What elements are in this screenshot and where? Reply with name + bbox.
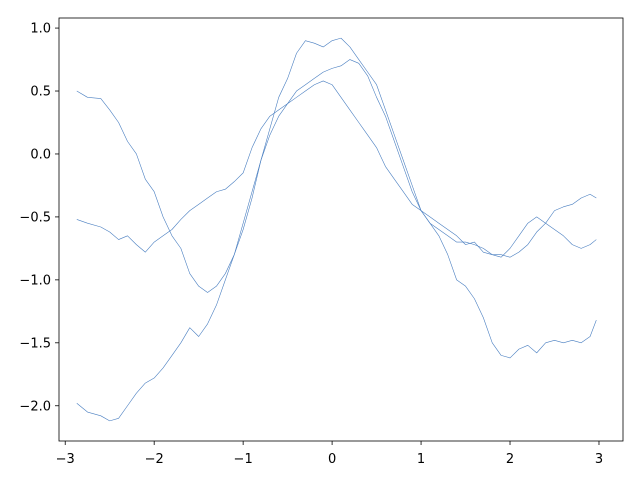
x-tick-label: −1 (234, 452, 253, 467)
x-axis: −3 −2 −1 0 1 2 3 (56, 441, 603, 467)
y-axis: −2.0 −1.5 −1.0 −0.5 0.0 0.5 1.0 (19, 22, 59, 414)
x-tick-label: 3 (595, 452, 603, 467)
x-tick-label: 0 (328, 452, 336, 467)
plot-area-frame (58, 17, 624, 442)
x-tick-label: −3 (56, 452, 75, 467)
y-tick-label: 0.0 (30, 147, 51, 162)
series-layer (76, 37, 597, 422)
y-tick-label: 0.5 (30, 85, 51, 100)
series-line-2 (76, 80, 597, 258)
series-line-1 (76, 37, 597, 359)
x-tick-label: 1 (417, 452, 425, 467)
y-tick-label: −2.0 (19, 399, 51, 414)
y-tick-label: −1.0 (19, 273, 51, 288)
y-tick-label: −0.5 (19, 210, 51, 225)
x-tick-label: 2 (506, 452, 514, 467)
y-tick-label: −1.5 (19, 336, 51, 351)
x-tick-label: −2 (145, 452, 164, 467)
y-tick-label: 1.0 (30, 22, 51, 37)
series-line-3 (76, 59, 597, 422)
